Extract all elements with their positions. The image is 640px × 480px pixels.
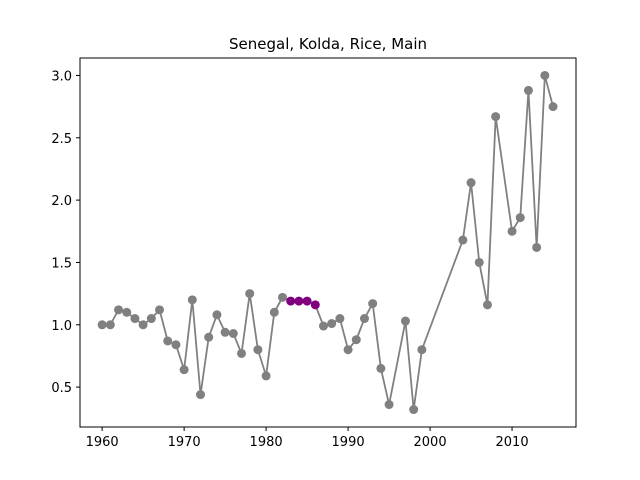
data-point xyxy=(228,329,238,338)
data-point xyxy=(146,314,156,324)
highlighted-data-point xyxy=(294,296,304,306)
data-point xyxy=(515,213,525,223)
y-tick-label: 1.5 xyxy=(51,256,72,271)
data-point xyxy=(540,70,550,80)
data-point xyxy=(376,363,386,373)
data-point xyxy=(220,327,230,337)
data-point xyxy=(523,85,533,95)
y-tick-label: 3.0 xyxy=(51,69,72,84)
data-point xyxy=(327,319,337,329)
data-point xyxy=(245,289,255,299)
data-point xyxy=(482,300,492,310)
data-point xyxy=(466,178,476,188)
data-point xyxy=(138,320,148,330)
x-tick-label: 1980 xyxy=(250,435,283,450)
data-point xyxy=(548,102,558,112)
data-point xyxy=(237,348,247,358)
data-point xyxy=(179,365,189,375)
plot-area xyxy=(97,70,558,415)
data-point xyxy=(384,400,394,410)
data-point xyxy=(335,314,345,324)
data-point xyxy=(507,226,517,236)
data-point xyxy=(122,307,132,317)
data-point xyxy=(400,316,410,326)
y-tick-label: 0.5 xyxy=(51,381,72,396)
axes: 1960 1970 1980 1990 2000 2010 0.5 1.0 1.5 2.0 2.5 3… xyxy=(51,57,577,450)
data-point xyxy=(163,336,173,346)
data-point xyxy=(458,235,468,245)
data-point xyxy=(253,345,263,355)
data-point xyxy=(278,292,287,302)
data-point xyxy=(155,305,165,315)
y-tick-label: 1.0 xyxy=(51,319,72,334)
data-point xyxy=(409,405,419,415)
plot-frame xyxy=(79,57,577,428)
y-tick-label: 2.5 xyxy=(51,132,72,147)
highlighted-data-point xyxy=(310,300,320,310)
chart-title: Senegal, Kolda, Rice, Main xyxy=(229,35,427,53)
x-tick-label: 2010 xyxy=(496,435,529,450)
data-point xyxy=(204,332,214,342)
data-point xyxy=(171,340,181,350)
data-point xyxy=(212,310,222,320)
x-tick-label: 1990 xyxy=(332,435,365,450)
data-point xyxy=(269,307,279,317)
data-point xyxy=(351,335,361,345)
series-line xyxy=(102,75,554,410)
data-point xyxy=(105,320,115,330)
data-point xyxy=(532,242,542,252)
highlighted-data-point xyxy=(286,296,296,306)
data-point xyxy=(417,345,427,355)
y-tick-label: 2.0 xyxy=(51,194,72,209)
data-point xyxy=(196,390,206,400)
data-point xyxy=(114,305,124,315)
data-point xyxy=(368,299,378,309)
highlighted-data-point xyxy=(302,296,312,306)
data-point xyxy=(491,112,501,122)
x-tick-label: 1960 xyxy=(86,435,119,450)
data-point xyxy=(359,314,369,324)
data-point xyxy=(474,257,484,267)
data-point xyxy=(343,345,353,355)
x-tick-label: 1970 xyxy=(168,435,201,450)
data-point xyxy=(187,295,197,305)
data-point xyxy=(261,371,271,381)
x-tick-label: 2000 xyxy=(414,435,447,450)
data-point xyxy=(130,314,140,324)
data-point xyxy=(97,320,107,330)
data-point xyxy=(318,321,328,331)
